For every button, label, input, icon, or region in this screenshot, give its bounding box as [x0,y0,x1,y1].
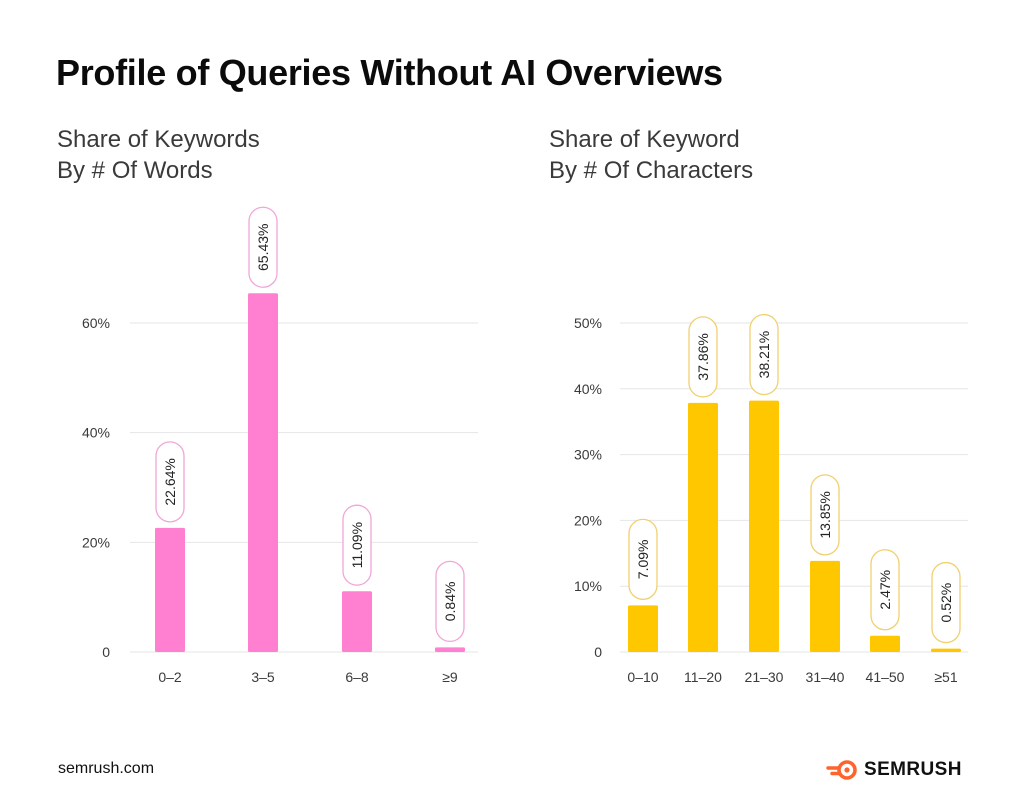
chart-characters-title-line-1: Share of Keyword [549,126,740,153]
words-category-label: 3–5 [251,669,275,685]
characters-value-label: 0.52% [938,583,954,623]
characters-bar [688,402,718,652]
words-value-label-pill [155,441,185,523]
characters-value-label: 37.86% [695,333,711,380]
characters-value-label-pill [688,316,718,398]
characters-value-label-pill [628,518,658,600]
characters-category-label: 21–30 [745,669,784,685]
semrush-logo: SEMRUSH [826,756,962,784]
characters-value-label-pill [931,561,961,644]
characters-category-label: 0–10 [627,669,658,685]
characters-ytick-label: 40% [574,381,602,397]
words-ytick-label: 0 [102,644,110,660]
words-category-label: 0–2 [158,669,182,685]
words-ytick-label: 60% [82,315,110,331]
characters-category-label: ≥51 [934,669,957,685]
words-category-label: 6–8 [345,669,369,685]
chart-characters-title-line-2: By # Of Characters [549,157,754,184]
characters-bar [628,605,658,652]
words-value-label: 22.64% [162,458,178,505]
characters-value-label-pill [749,313,779,396]
characters-value-label-pill [870,549,900,631]
semrush-flame-icon [826,760,857,780]
characters-value-label: 2.47% [877,570,893,610]
footer-url: semrush.com [58,760,155,777]
words-bar [342,591,372,652]
characters-category-label: 11–20 [684,669,722,685]
characters-bar [810,560,840,652]
words-ytick-label: 20% [82,534,110,550]
characters-value-label: 38.21% [756,331,772,378]
chart-words-title: Share of Keywords By # Of Words [57,124,260,186]
characters-ytick-label: 0 [594,644,602,660]
words-bar [155,527,185,652]
words-bar [435,647,465,652]
chart-characters-title: Share of Keyword By # Of Characters [549,124,753,186]
characters-category-label: 41–50 [866,669,905,685]
characters-ytick-label: 30% [574,447,602,463]
semrush-wordmark: SEMRUSH [864,759,962,780]
words-value-label: 11.09% [349,522,365,568]
characters-bar [931,648,961,652]
chart-words-title-line-1: Share of Keywords [57,126,260,153]
characters-value-label-pill [810,474,840,556]
characters-category-label: 31–40 [806,669,845,685]
words-bar [248,293,278,652]
characters-value-label: 13.85% [817,491,833,538]
characters-ytick-label: 10% [574,578,602,594]
characters-ytick-label: 50% [574,315,602,331]
characters-bar [870,635,900,652]
words-ytick-label: 40% [82,425,110,441]
page-title: Profile of Queries Without AI Overviews [56,52,723,93]
characters-bar [749,400,779,652]
words-value-label-pill [342,504,372,586]
words-value-label: 0.84% [442,582,458,622]
characters-value-label: 7.09% [635,539,651,579]
words-value-label: 65.43% [255,223,271,270]
words-category-label: ≥9 [442,669,458,685]
words-value-label-pill [248,206,278,288]
chart-words-title-line-2: By # Of Words [57,157,213,184]
characters-ytick-label: 20% [574,512,602,528]
words-value-label-pill [435,560,465,643]
